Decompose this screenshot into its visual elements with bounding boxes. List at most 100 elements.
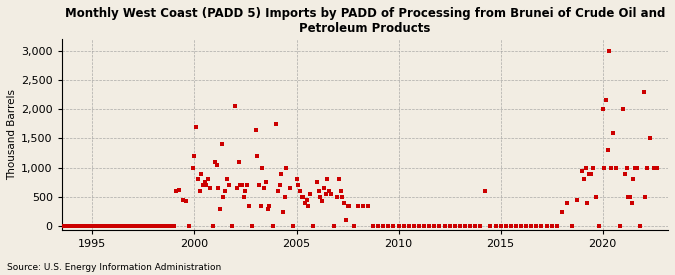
Point [48, 224, 59, 229]
Point [254, 183, 265, 188]
Point [180, 199, 191, 203]
Point [232, 186, 242, 190]
Point [526, 224, 537, 229]
Point [211, 163, 222, 167]
Point [594, 224, 605, 229]
Point [329, 224, 340, 229]
Point [223, 183, 234, 188]
Point [101, 224, 111, 229]
Point [72, 224, 82, 229]
Point [155, 224, 166, 229]
Point [264, 204, 275, 208]
Point [107, 224, 118, 229]
Point [293, 183, 304, 188]
Point [123, 224, 134, 229]
Point [188, 166, 198, 170]
Point [131, 224, 142, 229]
Point [50, 224, 61, 229]
Point [562, 201, 572, 205]
Point [572, 198, 583, 202]
Point [143, 224, 154, 229]
Point [82, 224, 92, 229]
Point [582, 201, 593, 205]
Point [165, 224, 176, 229]
Point [624, 195, 635, 199]
Point [247, 224, 258, 229]
Point [262, 207, 273, 211]
Point [368, 224, 379, 229]
Point [103, 224, 113, 229]
Point [618, 107, 628, 111]
Point [506, 224, 516, 229]
Point [373, 224, 383, 229]
Point [126, 224, 137, 229]
Point [601, 98, 612, 103]
Point [92, 224, 103, 229]
Point [170, 189, 181, 193]
Point [196, 171, 207, 176]
Point [284, 186, 295, 190]
Y-axis label: Thousand Barrels: Thousand Barrels [7, 89, 17, 180]
Point [85, 224, 96, 229]
Point [536, 224, 547, 229]
Point [303, 204, 314, 208]
Point [358, 204, 369, 208]
Point [475, 224, 485, 229]
Point [77, 224, 88, 229]
Title: Monthly West Coast (PADD 5) Imports by PADD of Processing from Brunei of Crude O: Monthly West Coast (PADD 5) Imports by P… [65, 7, 665, 35]
Point [418, 224, 429, 229]
Point [281, 166, 292, 170]
Point [163, 224, 174, 229]
Point [288, 224, 298, 229]
Point [58, 224, 69, 229]
Point [259, 186, 270, 190]
Point [567, 224, 578, 229]
Point [414, 224, 425, 229]
Point [169, 224, 180, 229]
Point [238, 195, 249, 199]
Point [319, 186, 329, 190]
Point [209, 160, 220, 164]
Point [84, 224, 95, 229]
Point [408, 224, 419, 229]
Point [344, 204, 354, 208]
Point [150, 224, 161, 229]
Point [291, 177, 302, 182]
Point [121, 224, 132, 229]
Point [394, 224, 404, 229]
Point [606, 166, 617, 170]
Point [335, 189, 346, 193]
Point [94, 224, 105, 229]
Point [587, 166, 598, 170]
Point [74, 224, 84, 229]
Point [242, 183, 252, 188]
Point [117, 224, 128, 229]
Point [602, 148, 613, 152]
Point [337, 195, 348, 199]
Point [106, 224, 117, 229]
Point [578, 177, 589, 182]
Point [296, 195, 307, 199]
Point [111, 224, 122, 229]
Point [342, 204, 353, 208]
Point [585, 171, 596, 176]
Point [294, 189, 305, 193]
Point [584, 171, 595, 176]
Point [113, 224, 124, 229]
Point [521, 224, 532, 229]
Point [630, 166, 641, 170]
Point [640, 195, 651, 199]
Point [90, 224, 101, 229]
Point [63, 224, 74, 229]
Point [313, 189, 324, 193]
Point [230, 104, 241, 108]
Point [134, 224, 145, 229]
Point [597, 107, 608, 111]
Point [190, 125, 201, 129]
Point [160, 224, 171, 229]
Point [221, 177, 232, 182]
Point [157, 224, 167, 229]
Point [362, 204, 373, 208]
Point [202, 177, 213, 182]
Point [80, 224, 91, 229]
